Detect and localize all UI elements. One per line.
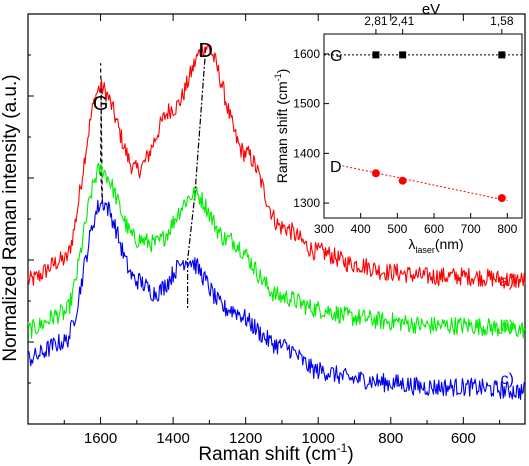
main-x-tick-label: 1600 [84, 430, 117, 447]
inset-series-name-d: D [330, 159, 342, 176]
main-x-axis-label-sup: -1 [337, 441, 348, 455]
inset-x-ticks: 300 400 500 600 700 800 [314, 213, 518, 236]
inset-y-tick-label: 1400 [293, 146, 320, 160]
inset-point-d [371, 169, 380, 178]
inset-data-points [371, 51, 506, 203]
inset-top-tick-label: 1,58 [490, 14, 514, 28]
inset-x-tick-label: 300 [314, 222, 334, 236]
inset-x-tick-label: 600 [424, 222, 444, 236]
inset-x-tick-label: 700 [461, 222, 481, 236]
inset-y-axis-label-tail: ) [274, 69, 290, 74]
inset-point-d [497, 194, 506, 203]
main-series-labels: a) b) c) [500, 273, 514, 388]
spectrum-line-3 [27, 198, 526, 401]
inset-y-axis-label-prefix: Raman shift (cm [274, 81, 290, 183]
main-x-axis-label-tail: ) [347, 444, 353, 465]
peak-label-g: G [93, 93, 109, 115]
inset-x-axis-label-tail: (nm) [435, 236, 464, 252]
inset-top-ticks: 2,81 2,41 1,58 [364, 14, 514, 34]
inset-fit-lines [324, 54, 522, 202]
inset-point-d [398, 176, 407, 185]
main-x-axis-label-main: Raman shift (cm [198, 444, 336, 465]
inset-x-tick-label: 800 [497, 222, 517, 236]
spectrum-line-2 [27, 162, 526, 339]
inset-fit-d [342, 165, 508, 202]
inset-top-tick-label: 2,41 [391, 14, 415, 28]
main-x-ticks: 1600 1400 1200 1000 800 600 [63, 14, 501, 447]
inset-x-tick-label: 400 [351, 222, 371, 236]
inset-point-g [498, 51, 506, 59]
main-x-tick-label: 1000 [302, 430, 335, 447]
inset-x-tick-label: 500 [387, 222, 407, 236]
inset-y-tick-label: 1300 [293, 196, 320, 210]
inset-series-names: GD [330, 48, 342, 176]
inset-x-axis-label-sub: laser [415, 245, 435, 255]
inset-y-tick-label: 1500 [293, 97, 320, 111]
inset-y-tick-label: 1600 [293, 47, 320, 61]
series-label-1: a) [500, 273, 514, 290]
peak-guide-lines [99, 46, 207, 310]
series-label-3: c) [501, 371, 514, 388]
inset-x-axis-label-prefix: λ [408, 236, 415, 252]
peak-label-d: D [199, 40, 213, 62]
spectrum-line-1 [27, 43, 526, 289]
main-series-group [27, 43, 526, 401]
main-x-axis-label: Raman shift (cm-1) [198, 441, 353, 465]
inset-top-tick-label: 2,81 [364, 14, 388, 28]
inset-point-g [372, 51, 380, 59]
main-y-axis-label: Normalized Raman intensity (a.u.) [0, 74, 21, 361]
inset-series-name-g: G [330, 48, 342, 65]
inset-point-g [399, 51, 407, 59]
main-peak-labels: GD [93, 40, 213, 115]
inset-x-axis-label: λlaser(nm) [408, 236, 463, 255]
inset-y-axis-label: Raman shift (cm-1) [273, 69, 290, 184]
guide-line-g [99, 63, 103, 203]
guide-line-d [187, 46, 207, 310]
main-y-ticks [28, 13, 34, 425]
main-x-tick-label: 600 [451, 430, 476, 447]
series-label-2: b) [500, 318, 514, 335]
inset-plot-frame [323, 33, 523, 219]
inset-y-axis-label-sup: -1 [273, 73, 283, 81]
inset-top-axis-label: eV [422, 1, 440, 18]
main-x-tick-label: 1400 [156, 430, 189, 447]
main-x-tick-label: 1200 [229, 430, 262, 447]
inset-background [324, 34, 522, 218]
inset-y-ticks: 1300 1400 1500 1600 [293, 47, 329, 210]
main-x-tick-label: 800 [378, 430, 403, 447]
